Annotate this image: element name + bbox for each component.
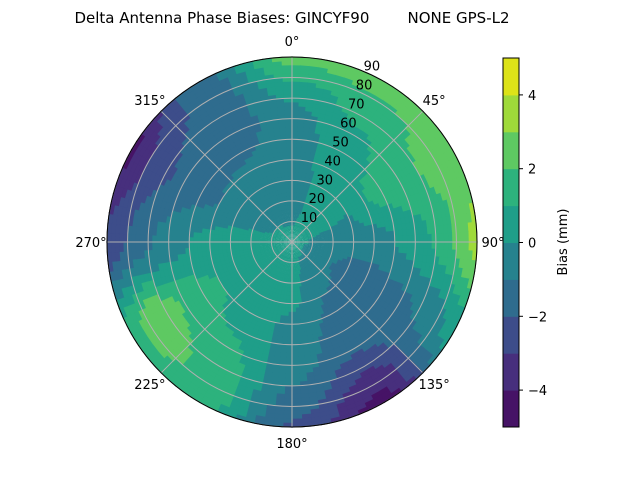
chart-title: Delta Antenna Phase Biases: GINCYF90 NON… <box>74 9 509 27</box>
